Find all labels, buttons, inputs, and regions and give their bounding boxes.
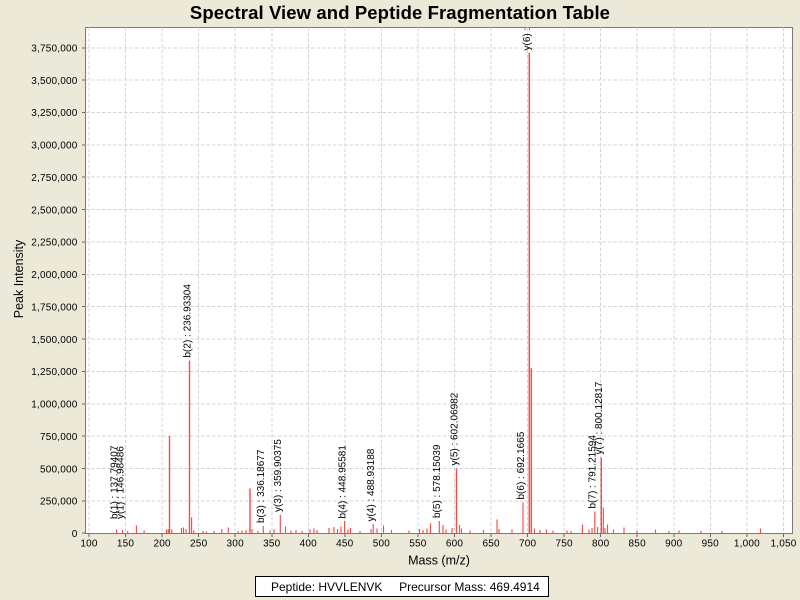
svg-text:250,000: 250,000 [40,497,78,508]
svg-text:1,050: 1,050 [770,539,796,550]
svg-text:b(4) : 448.95581: b(4) : 448.95581 [337,445,348,519]
svg-text:600: 600 [446,539,464,550]
svg-text:500: 500 [373,539,391,550]
svg-text:200: 200 [153,539,171,550]
svg-text:650: 650 [482,539,500,550]
svg-text:b(3) : 336.18677: b(3) : 336.18677 [256,449,267,523]
svg-text:250: 250 [190,539,208,550]
svg-text:Mass (m/z): Mass (m/z) [408,554,470,568]
svg-text:850: 850 [629,539,647,550]
svg-text:300: 300 [227,539,245,550]
svg-text:1,750,000: 1,750,000 [31,303,78,314]
svg-text:800: 800 [592,539,610,550]
svg-text:950: 950 [702,539,720,550]
svg-text:Spectral View and Peptide Frag: Spectral View and Peptide Fragmentation … [190,2,610,23]
svg-text:400: 400 [300,539,318,550]
svg-text:150: 150 [117,539,135,550]
svg-text:0: 0 [72,529,78,540]
svg-text:y(5) : 602.06982: y(5) : 602.06982 [449,392,460,465]
svg-text:1,000,000: 1,000,000 [31,400,78,411]
svg-text:2,750,000: 2,750,000 [31,173,78,184]
svg-text:500,000: 500,000 [40,464,78,475]
svg-text:b(2) : 236.93304: b(2) : 236.93304 [182,284,193,358]
svg-text:700: 700 [519,539,537,550]
svg-text:3,000,000: 3,000,000 [31,141,78,152]
svg-text:3,250,000: 3,250,000 [31,108,78,119]
svg-text:1,250,000: 1,250,000 [31,367,78,378]
svg-text:750: 750 [555,539,573,550]
svg-text:y(7) : 800.12817: y(7) : 800.12817 [594,381,605,454]
svg-text:3,500,000: 3,500,000 [31,76,78,87]
svg-text:1,500,000: 1,500,000 [31,335,78,346]
svg-text:750,000: 750,000 [40,432,78,443]
svg-text:b(1) : 137.79407: b(1) : 137.79407 [109,445,120,519]
svg-text:y(3) : 359.90375: y(3) : 359.90375 [273,439,284,512]
svg-text:Peak Intensity: Peak Intensity [12,239,26,318]
svg-text:900: 900 [665,539,683,550]
svg-text:y(1) : 146.98486: y(1) : 146.98486 [115,446,126,519]
svg-text:3,750,000: 3,750,000 [31,44,78,55]
svg-text:b(6) : 692.1665: b(6) : 692.1665 [516,431,527,499]
svg-text:2,000,000: 2,000,000 [31,270,78,281]
svg-text:y(6) : 702.15: y(6) : 702.15 [522,0,533,51]
svg-text:450: 450 [336,539,354,550]
svg-text:550: 550 [409,539,427,550]
svg-text:y(4) : 488.93188: y(4) : 488.93188 [366,448,377,521]
svg-text:2,250,000: 2,250,000 [31,238,78,249]
svg-text:b(7) : 791.21594: b(7) : 791.21594 [588,435,599,509]
svg-text:Peptide: HVVLENVK Precurso: Peptide: HVVLENVK Precursor Mass: 469.49… [271,580,540,594]
svg-text:b(5) : 578.15039: b(5) : 578.15039 [432,444,443,518]
svg-text:350: 350 [263,539,281,550]
svg-text:1,000: 1,000 [734,539,760,550]
svg-text:2,500,000: 2,500,000 [31,205,78,216]
svg-text:100: 100 [80,539,98,550]
